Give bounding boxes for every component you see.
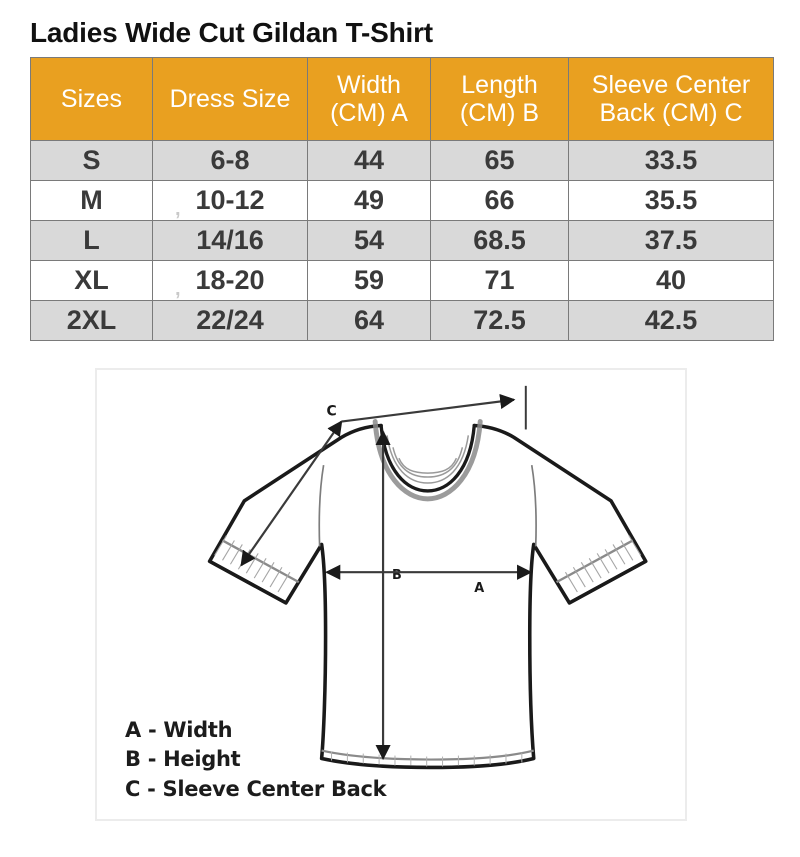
cell-length: 71 (430, 260, 569, 301)
cell-width: 49 (307, 180, 431, 221)
cell-size: S (30, 140, 153, 181)
cell-dress-size-value: 10-12 (195, 185, 265, 215)
cell-width: 59 (307, 260, 431, 301)
column-header-dress-size-line1: Dress Size (169, 84, 291, 113)
legend-item-height: B - Height (125, 747, 241, 772)
cell-dress-size: , 18-20 (152, 260, 308, 301)
column-header-sizes: Sizes (30, 57, 153, 141)
column-header-length: Length (CM) B (430, 57, 569, 141)
page-title: Ladies Wide Cut Gildan T-Shirt (30, 17, 433, 48)
cell-dress-size-value: 14/16 (196, 225, 264, 255)
column-header-sleeve-line2: Back (CM) C (599, 99, 743, 127)
cell-sleeve: 42.5 (568, 300, 774, 341)
table-row: S 6-8 44 65 33.5 (30, 140, 774, 181)
measure-label-a: A (474, 581, 484, 596)
cell-length: 68.5 (430, 220, 569, 261)
cell-dress-size: , 10-12 (152, 180, 308, 221)
column-header-width: Width (CM) A (307, 57, 431, 141)
cell-width: 54 (307, 220, 431, 261)
measure-label-b: B (392, 568, 402, 583)
column-header-width-line2: (CM) A (330, 99, 408, 127)
cell-size: 2XL (30, 300, 153, 341)
cell-size: M (30, 180, 153, 221)
diagram-legend: A - Width B - Height C - Sleeve Center B… (125, 716, 387, 805)
hem-ribbing (331, 751, 523, 767)
compression-artifact: , (175, 198, 181, 220)
cell-sleeve: 37.5 (568, 220, 774, 261)
cell-sleeve: 40 (568, 260, 774, 301)
cell-dress-size: 14/16 (152, 220, 308, 261)
table-row: L 14/16 54 68.5 37.5 (30, 220, 774, 261)
table-row: XL , 18-20 59 71 40 (30, 260, 774, 301)
legend-item-width: A - Width (125, 717, 233, 742)
cell-width: 64 (307, 300, 431, 341)
column-header-sizes-line1: Sizes (60, 84, 123, 113)
cell-size: L (30, 220, 153, 261)
measure-label-c: C (326, 404, 336, 420)
table-header-row: Sizes Dress Size Width (CM) A Length (CM… (30, 57, 774, 141)
sleeve-cuff-ribbing (214, 535, 642, 593)
column-header-width-line1: Width (337, 70, 401, 99)
cell-dress-size-value: 22/24 (196, 305, 264, 335)
size-chart-table: Sizes Dress Size Width (CM) A Length (CM… (30, 57, 774, 341)
column-header-length-line2: (CM) B (459, 99, 540, 127)
measurement-diagram-panel: C B A A - Width B - Height C - Sleeve Ce… (95, 368, 687, 821)
column-header-sleeve-line1: Sleeve Center (591, 70, 751, 99)
cell-dress-size-value: 6-8 (210, 145, 250, 175)
tshirt-diagram: C B A (207, 385, 648, 770)
table-row: 2XL 22/24 64 72.5 42.5 (30, 300, 774, 341)
cell-sleeve: 33.5 (568, 140, 774, 181)
compression-artifact: , (175, 278, 181, 300)
cell-length: 66 (430, 180, 569, 221)
cell-size: XL (30, 260, 153, 301)
cell-width: 44 (307, 140, 431, 181)
cell-dress-size: 6-8 (152, 140, 308, 181)
cell-length: 65 (430, 140, 569, 181)
column-header-dress-size: Dress Size (152, 57, 308, 141)
cell-dress-size-value: 18-20 (195, 265, 265, 295)
cell-length: 72.5 (430, 300, 569, 341)
table-row: M , 10-12 49 66 35.5 (30, 180, 774, 221)
column-header-sleeve-center-back: Sleeve Center Back (CM) C (568, 57, 774, 141)
measure-arrow-sleeve-center-back (240, 385, 527, 567)
legend-item-sleeve: C - Sleeve Center Back (125, 777, 387, 802)
cell-sleeve: 35.5 (568, 180, 774, 221)
cell-dress-size: 22/24 (152, 300, 308, 341)
column-header-length-line1: Length (461, 70, 538, 99)
